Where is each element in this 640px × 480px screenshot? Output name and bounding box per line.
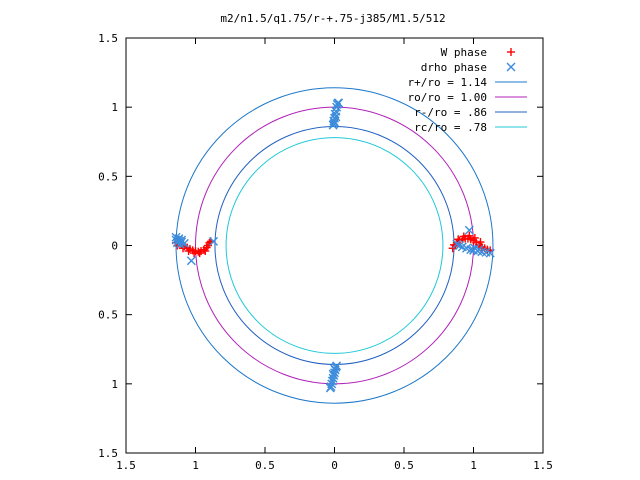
drho-phase-point xyxy=(171,232,181,242)
y-tick-label: 1.5 xyxy=(98,32,118,45)
data-points xyxy=(171,98,495,393)
w-phase-point xyxy=(195,249,204,258)
y-tick-label: 1 xyxy=(111,378,118,391)
circle-series xyxy=(214,126,455,365)
drho-phase-point xyxy=(330,109,340,119)
legend-label: r+/ro = 1.14 xyxy=(408,76,488,89)
y-tick-label: 0 xyxy=(111,240,118,253)
reference-circles xyxy=(175,87,494,404)
axes: 1.5 1 0.5 0 0.5 1 1.51.510.500.511.5 xyxy=(98,32,553,472)
x-tick-label: 0.5 xyxy=(394,459,414,472)
drho-phase-point xyxy=(330,117,339,127)
circle-series xyxy=(175,87,494,404)
legend-label: r-/ro = .86 xyxy=(414,106,487,119)
chart-title: m2/n1.5/q1.75/r-+.75-j385/M1.5/512 xyxy=(220,12,445,25)
drho-phase-point xyxy=(328,373,338,383)
legend-label: W phase xyxy=(441,46,487,59)
w-phase-point xyxy=(470,233,479,242)
drho-phase-point xyxy=(172,238,182,248)
x-tick-label: 0.5 xyxy=(255,459,275,472)
drho-phase-point xyxy=(327,379,337,389)
legend-marker-w-phase xyxy=(507,48,515,56)
drho-phase-point xyxy=(452,239,462,249)
w-phase-point xyxy=(184,247,193,256)
drho-phase-point xyxy=(474,245,484,255)
w-phase-point xyxy=(201,247,210,256)
drho-phase-point xyxy=(485,248,495,258)
w-phase-point xyxy=(476,238,485,247)
drho-phase-point xyxy=(455,241,465,250)
drho-phase-point xyxy=(328,369,338,379)
legend-label: ro/ro = 1.00 xyxy=(408,91,487,104)
legend: W phase drho phase r+/ro = 1.14 ro/ro = 1.0… xyxy=(408,46,527,134)
legend-marker-drho-phase xyxy=(506,62,516,72)
circle-series xyxy=(225,137,444,354)
drho-phase-point xyxy=(331,112,341,122)
drho-phase-point xyxy=(330,364,339,374)
y-tick-label: 0.5 xyxy=(98,170,118,183)
drho-phase-point xyxy=(326,382,336,392)
w-phase-point xyxy=(465,231,474,240)
x-tick-label: 1.5 xyxy=(116,459,136,472)
y-tick-label: 1 xyxy=(111,101,118,114)
y-tick-label: 1.5 xyxy=(98,447,118,460)
x-tick-label: 1.5 xyxy=(533,459,553,472)
legend-label: drho phase xyxy=(421,61,487,74)
drho-phase-point xyxy=(464,225,474,235)
drho-phase-point xyxy=(186,256,196,266)
circle-series xyxy=(195,106,474,385)
legend-label: rc/ro = .78 xyxy=(414,121,487,134)
drho-phase-point xyxy=(175,239,185,249)
x-tick-label: 1 xyxy=(470,459,477,472)
x-tick-label: 1 xyxy=(192,459,199,472)
drho-phase-point xyxy=(209,236,219,246)
y-tick-label: 0.5 xyxy=(98,309,118,322)
x-tick-label: 0 xyxy=(331,459,338,472)
drho-phase-point xyxy=(334,98,344,108)
